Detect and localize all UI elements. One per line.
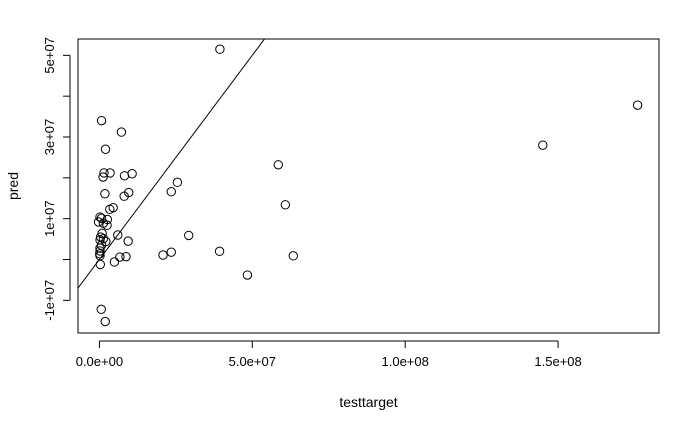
data-point — [96, 240, 107, 250]
data-point — [214, 246, 225, 257]
reference-line-layer — [78, 39, 266, 289]
reference-line — [78, 39, 266, 289]
data-point — [166, 187, 176, 197]
data-point — [100, 316, 110, 327]
data-point — [102, 220, 112, 230]
data-point — [105, 204, 115, 214]
data-point — [116, 127, 127, 137]
data-point — [95, 259, 106, 270]
y-tick-label: 1e+07 — [42, 200, 57, 237]
data-point — [166, 247, 176, 257]
data-point — [273, 160, 283, 170]
data-point — [119, 191, 129, 201]
data-point — [172, 177, 183, 188]
data-point — [121, 251, 131, 262]
x-tick-label: 1.5e+08 — [534, 354, 581, 369]
data-point — [538, 140, 548, 150]
y-axis: -1e+07 1e+07 3e+07 5e+07 — [42, 37, 71, 321]
data-point — [242, 270, 253, 280]
points-layer — [93, 44, 643, 327]
data-point — [96, 115, 107, 126]
data-point — [99, 168, 109, 178]
data-point — [158, 250, 168, 260]
data-point — [100, 189, 110, 199]
data-point — [105, 168, 115, 178]
data-point — [93, 217, 104, 227]
data-point — [215, 44, 225, 54]
data-point — [98, 172, 108, 182]
y-tick-label: 3e+07 — [42, 119, 57, 156]
data-point — [632, 100, 643, 110]
x-tick-label: 5.0e+07 — [229, 354, 276, 369]
x-axis: 0.0e+00 5.0e+07 1.0e+08 1.5e+08 — [76, 340, 582, 369]
y-tick-label: -1e+07 — [42, 280, 57, 321]
data-point — [127, 169, 137, 179]
data-point — [95, 243, 105, 253]
data-point — [109, 257, 120, 267]
data-point — [115, 252, 125, 262]
data-point — [95, 246, 105, 256]
data-point — [100, 144, 111, 154]
data-point — [280, 200, 291, 210]
x-tick-label: 1.0e+08 — [382, 354, 429, 369]
data-point — [96, 304, 106, 315]
data-point — [119, 171, 130, 181]
data-point — [123, 236, 133, 246]
data-point — [183, 230, 194, 241]
x-tick-label: 0.0e+00 — [76, 354, 123, 369]
plot-frame — [77, 38, 660, 334]
y-tick-label: 5e+07 — [42, 37, 57, 74]
x-axis-title: testtarget — [339, 394, 397, 410]
data-point — [113, 230, 123, 240]
data-point — [288, 251, 298, 261]
y-axis-title: pred — [5, 172, 21, 200]
